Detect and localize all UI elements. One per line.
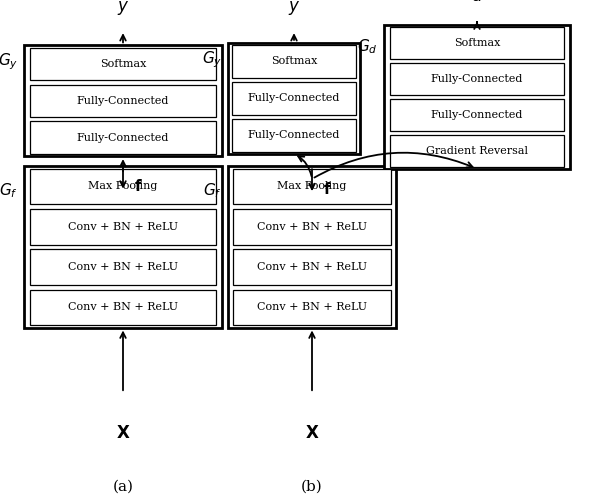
Text: Softmax: Softmax bbox=[271, 56, 317, 67]
Bar bbox=[228, 43, 360, 154]
Bar bbox=[30, 249, 216, 285]
Text: $G_f$: $G_f$ bbox=[203, 181, 222, 200]
Bar bbox=[232, 82, 356, 114]
Text: Conv + BN + ReLU: Conv + BN + ReLU bbox=[257, 302, 367, 312]
Text: Max Pooling: Max Pooling bbox=[277, 181, 347, 192]
Bar bbox=[24, 45, 222, 156]
Bar bbox=[233, 169, 391, 204]
Bar bbox=[30, 121, 216, 154]
Text: Fully-Connected: Fully-Connected bbox=[77, 133, 169, 143]
Text: $G_d$: $G_d$ bbox=[358, 37, 378, 56]
Text: Fully-Connected: Fully-Connected bbox=[248, 130, 340, 140]
Text: Conv + BN + ReLU: Conv + BN + ReLU bbox=[257, 262, 367, 272]
Text: Fully-Connected: Fully-Connected bbox=[248, 93, 340, 103]
Bar bbox=[30, 47, 216, 80]
Bar bbox=[228, 166, 396, 328]
Text: Conv + BN + ReLU: Conv + BN + ReLU bbox=[68, 302, 178, 312]
Text: Max Pooling: Max Pooling bbox=[88, 181, 158, 192]
Bar bbox=[384, 25, 570, 169]
Text: $G_f$: $G_f$ bbox=[0, 181, 18, 200]
Text: (b): (b) bbox=[301, 479, 323, 493]
Bar bbox=[30, 209, 216, 244]
Bar bbox=[30, 169, 216, 204]
Text: Conv + BN + ReLU: Conv + BN + ReLU bbox=[68, 262, 178, 272]
Bar bbox=[232, 45, 356, 78]
Bar bbox=[30, 85, 216, 117]
Text: $G_y$: $G_y$ bbox=[0, 52, 18, 72]
Text: (a): (a) bbox=[113, 479, 133, 493]
Text: $\mathbf{X}$: $\mathbf{X}$ bbox=[305, 425, 319, 442]
Bar bbox=[389, 64, 565, 95]
Bar bbox=[233, 290, 391, 325]
Text: Gradient Reversal: Gradient Reversal bbox=[426, 146, 528, 156]
Bar bbox=[232, 119, 356, 152]
Text: $\hat{d}$: $\hat{d}$ bbox=[470, 0, 484, 6]
Text: Conv + BN + ReLU: Conv + BN + ReLU bbox=[68, 222, 178, 232]
Text: $G_y$: $G_y$ bbox=[202, 49, 222, 70]
Text: $\mathbf{f}$: $\mathbf{f}$ bbox=[323, 181, 331, 197]
Bar bbox=[389, 27, 565, 59]
Bar bbox=[233, 209, 391, 244]
Text: $\hat{y}$: $\hat{y}$ bbox=[117, 0, 129, 18]
Bar bbox=[233, 249, 391, 285]
Text: Fully-Connected: Fully-Connected bbox=[77, 96, 169, 106]
Bar bbox=[389, 99, 565, 131]
Text: Conv + BN + ReLU: Conv + BN + ReLU bbox=[257, 222, 367, 232]
Bar bbox=[24, 166, 222, 328]
Text: $\hat{y}$: $\hat{y}$ bbox=[288, 0, 300, 18]
Text: Softmax: Softmax bbox=[100, 59, 146, 69]
Text: $\mathbf{f}$: $\mathbf{f}$ bbox=[134, 178, 142, 195]
Bar bbox=[30, 290, 216, 325]
Bar bbox=[389, 135, 565, 167]
Text: Fully-Connected: Fully-Connected bbox=[431, 74, 523, 84]
Text: $\mathbf{X}$: $\mathbf{X}$ bbox=[116, 425, 130, 442]
Text: Softmax: Softmax bbox=[454, 38, 500, 48]
Text: Fully-Connected: Fully-Connected bbox=[431, 110, 523, 120]
